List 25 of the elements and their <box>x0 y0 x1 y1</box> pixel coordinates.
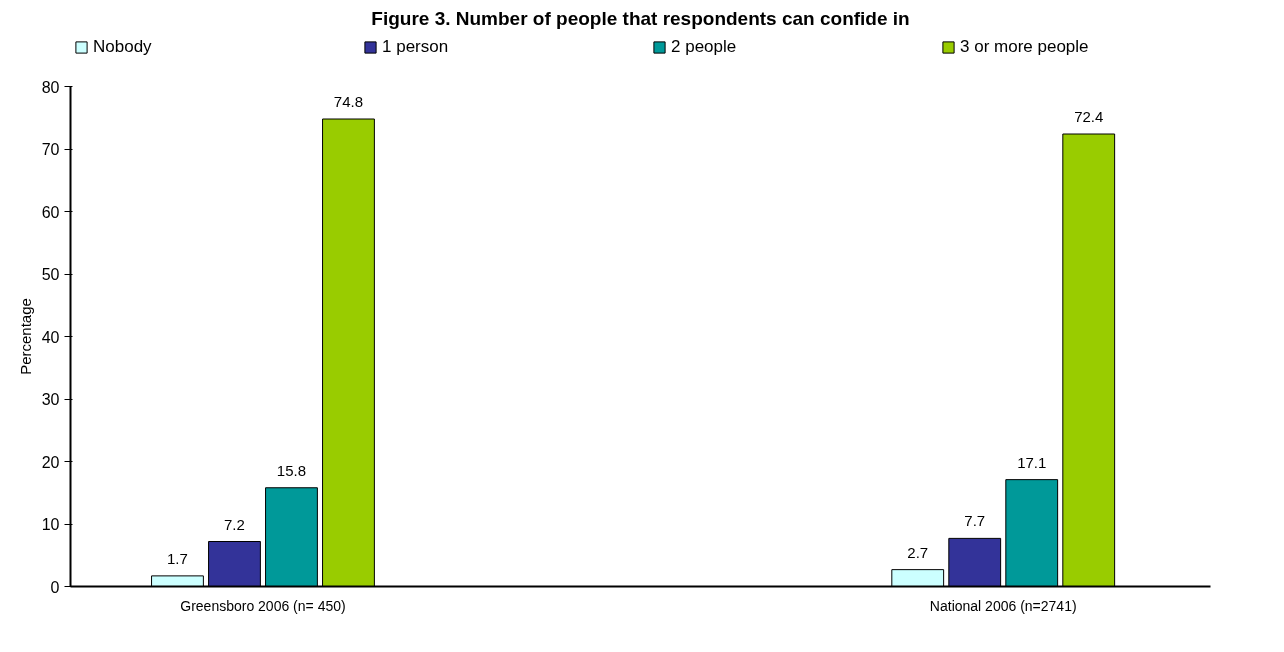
data-label: 2.7 <box>907 543 929 561</box>
y-tick-label: 20 <box>41 453 60 471</box>
data-label: 15.8 <box>276 461 307 479</box>
data-label: 7.2 <box>224 515 245 533</box>
data-label: 7.7 <box>964 512 986 530</box>
y-tick-label: 30 <box>41 391 60 408</box>
chart-title: Figure 3. Number of people that respondents can confide in <box>371 7 910 29</box>
data-label: 74.8 <box>333 93 364 110</box>
y-tick-label: 10 <box>41 516 60 533</box>
y-tick-label: 70 <box>41 141 60 158</box>
data-label: 72.4 <box>1074 108 1104 125</box>
legend-label: 3 or more people <box>960 37 1090 57</box>
legend-label: 1 person <box>382 37 450 57</box>
y-tick-label: 0 <box>50 578 60 596</box>
data-label: 1.7 <box>167 549 188 567</box>
legend-label: 2 people <box>671 37 738 57</box>
y-tick-label: 80 <box>41 78 60 96</box>
x-tick-label: Greensboro 2006 (n= 450) <box>180 597 346 614</box>
x-tick-label: National 2006 (n=2741) <box>929 597 1077 614</box>
y-tick-label: 60 <box>41 203 60 221</box>
data-label: 17.1 <box>1017 453 1047 471</box>
y-tick-label: 50 <box>41 266 60 283</box>
legend-label: Nobody <box>93 37 153 57</box>
y-tick-label: 40 <box>41 328 60 346</box>
y-axis-title: Percentage <box>16 298 34 375</box>
